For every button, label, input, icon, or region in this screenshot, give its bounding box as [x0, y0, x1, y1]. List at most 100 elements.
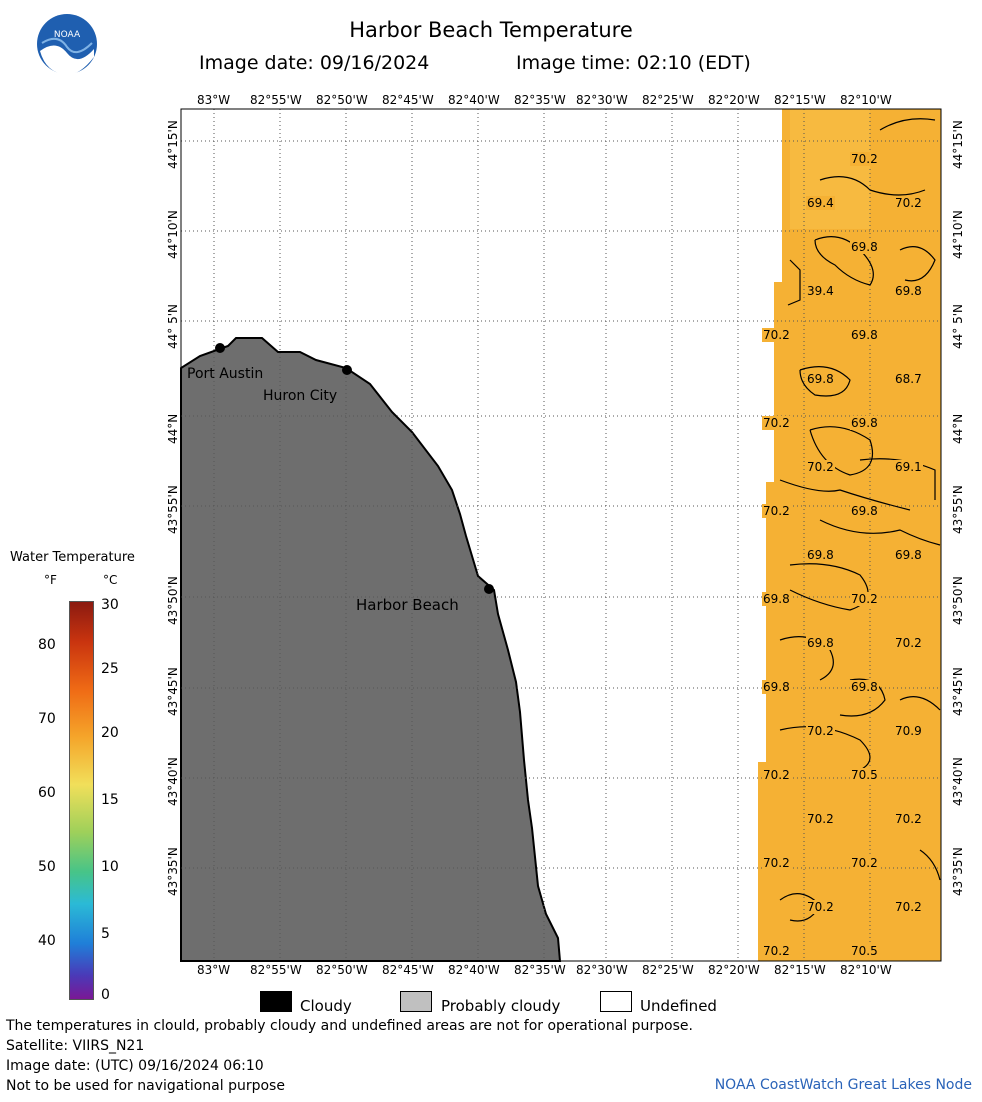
temperature-value-label: 70.2 — [894, 812, 923, 826]
lon-tick-label: 82°50'W — [316, 963, 368, 977]
lon-tick-label: 82°20'W — [708, 963, 760, 977]
lat-tick-label: 43°50'N — [166, 576, 180, 625]
lon-tick-label: 82°15'W — [774, 93, 826, 107]
lon-tick-label: 82°55'W — [250, 963, 302, 977]
legend-probably-cloudy-label: Probably cloudy — [441, 997, 561, 1015]
lon-tick-label: 82°55'W — [250, 93, 302, 107]
city-harbor-beach: Harbor Beach — [356, 596, 459, 614]
map-frame-border — [180, 108, 942, 962]
colorbar-f-label: 60 — [38, 785, 56, 801]
colorbar-f-label: 40 — [38, 933, 56, 949]
temperature-value-label: 69.8 — [850, 680, 879, 694]
noaa-logo: NOAA — [36, 13, 98, 75]
legend-undefined-label: Undefined — [640, 997, 717, 1015]
temperature-value-label: 39.4 — [806, 284, 835, 298]
lat-tick-label: 44°10'N — [166, 210, 180, 259]
city-port-austin: Port Austin — [187, 366, 264, 382]
temperature-value-label: 69.8 — [850, 240, 879, 254]
lon-tick-label: 82°25'W — [642, 963, 694, 977]
temperature-value-label: 70.2 — [762, 416, 791, 430]
temperature-contour — [919, 849, 941, 881]
temperature-value-label: 70.2 — [894, 196, 923, 210]
lon-tick-label: 82°20'W — [708, 93, 760, 107]
temperature-value-label: 69.8 — [894, 284, 923, 298]
colorbar-c-label: 20 — [101, 725, 119, 741]
temperature-value-label: 69.8 — [806, 372, 835, 386]
temperature-value-label: 70.2 — [806, 900, 835, 914]
footer-utc-date: Image date: (UTC) 09/16/2024 06:10 — [6, 1058, 264, 1074]
lon-tick-label: 82°25'W — [642, 93, 694, 107]
image-time: Image time: 02:10 (EDT) — [516, 52, 751, 74]
temperature-value-label: 70.2 — [894, 900, 923, 914]
footer-note: The temperatures in clould, probably clo… — [6, 1018, 693, 1034]
lat-tick-label: 44° 5'N — [951, 304, 965, 349]
lon-tick-label: 82°40'W — [448, 963, 500, 977]
temperature-contour — [819, 176, 926, 196]
temperature-contour — [899, 696, 941, 711]
colorbar-title: Water Temperature — [10, 550, 135, 565]
lon-tick-label: 82°50'W — [316, 93, 368, 107]
temperature-value-label: 69.1 — [894, 460, 923, 474]
lat-tick-label: 43°35'N — [166, 847, 180, 896]
temperature-value-label: 69.8 — [762, 680, 791, 694]
temperature-contour — [779, 636, 834, 681]
temperature-value-label: 70.2 — [762, 504, 791, 518]
legend-cloudy-label: Cloudy — [300, 997, 352, 1015]
temperature-value-label: 69.8 — [850, 328, 879, 342]
temperature-value-label: 70.2 — [850, 856, 879, 870]
footer-nav-warning: Not to be used for navigational purpose — [6, 1078, 285, 1094]
lon-tick-label: 83°W — [197, 963, 231, 977]
legend-cloudy-swatch — [260, 991, 292, 1012]
temperature-value-label: 70.2 — [762, 944, 791, 958]
port-austin-marker — [215, 343, 225, 353]
lon-tick-label: 83°W — [197, 93, 231, 107]
lon-tick-label: 82°30'W — [576, 93, 628, 107]
colorbar-c-label: 0 — [101, 987, 110, 1003]
lon-tick-label: 82°35'W — [514, 93, 566, 107]
lat-tick-label: 43°45'N — [166, 667, 180, 716]
temperature-contour — [787, 259, 801, 306]
temperature-contour — [779, 726, 871, 771]
temperature-value-label: 70.2 — [762, 328, 791, 342]
temperature-value-label: 69.8 — [850, 504, 879, 518]
footer-satellite: Satellite: VIIRS_N21 — [6, 1038, 145, 1054]
colorbar-unit-c: °C — [103, 573, 118, 587]
temperature-value-label: 70.9 — [894, 724, 923, 738]
lat-tick-label: 43°50'N — [951, 576, 965, 625]
lon-tick-label: 82°35'W — [514, 963, 566, 977]
temperature-value-label: 69.8 — [806, 548, 835, 562]
lat-tick-label: 44° 5'N — [166, 304, 180, 349]
legend-probably-cloudy-swatch — [400, 991, 432, 1012]
water-temperature-area — [758, 109, 941, 961]
temperature-contour — [799, 366, 851, 397]
temperature-contour — [814, 236, 874, 286]
temperature-value-label: 68.7 — [894, 372, 923, 386]
colorbar-c-label: 10 — [101, 859, 119, 875]
temperature-value-label: 70.2 — [806, 460, 835, 474]
water-warm-patch — [790, 109, 870, 229]
temperature-value-label: 69.4 — [806, 196, 835, 210]
temperature-contour — [879, 118, 936, 131]
lat-tick-label: 43°55'N — [951, 485, 965, 534]
colorbar — [69, 601, 94, 1000]
lat-tick-label: 44°15'N — [951, 120, 965, 169]
temperature-contour — [899, 246, 936, 282]
footer-credit: NOAA CoastWatch Great Lakes Node — [714, 1077, 972, 1093]
temperature-value-label: 70.2 — [850, 592, 879, 606]
colorbar-f-label: 70 — [38, 711, 56, 727]
temperature-contour — [779, 479, 911, 511]
lat-tick-label: 43°45'N — [951, 667, 965, 716]
harbor-beach-marker — [484, 584, 494, 594]
temperature-value-label: 69.8 — [850, 416, 879, 430]
temperature-value-label: 70.2 — [850, 152, 879, 166]
colorbar-f-label: 80 — [38, 637, 56, 653]
lon-tick-label: 82°10'W — [840, 93, 892, 107]
lon-tick-label: 82°15'W — [774, 963, 826, 977]
temperature-contour — [839, 678, 886, 717]
logo-text: NOAA — [53, 30, 81, 40]
temperature-contour — [819, 519, 941, 546]
temperature-value-label: 70.2 — [762, 856, 791, 870]
temperature-value-label: 70.2 — [894, 636, 923, 650]
temperature-value-label: 70.5 — [850, 944, 879, 958]
colorbar-c-label: 5 — [101, 926, 110, 942]
